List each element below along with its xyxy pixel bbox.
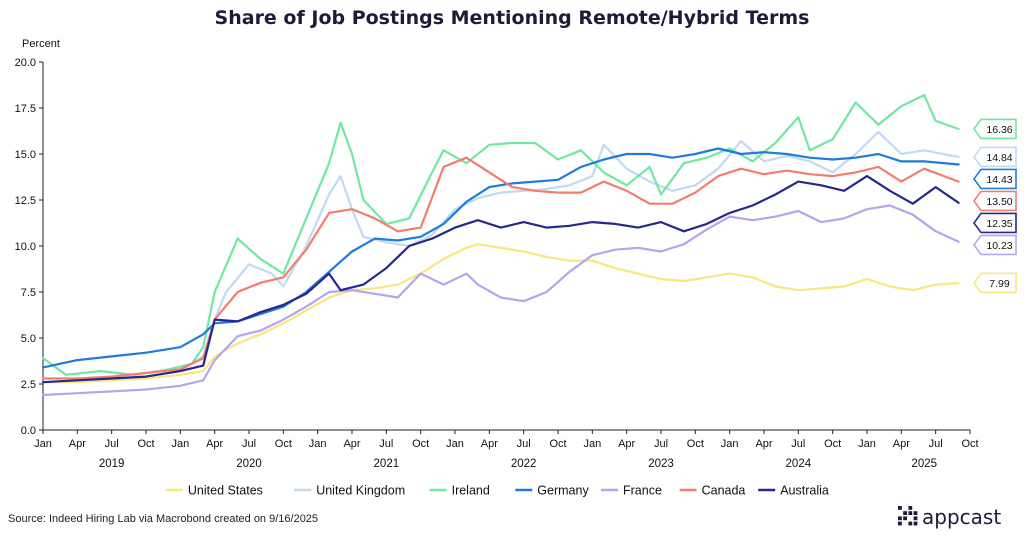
end-label-germany: 14.43 <box>973 168 1017 190</box>
x-axis: Jan Apr Jul Oct Jan Apr Jul Oct Jan Apr Jul Oct Jan A… <box>34 429 979 470</box>
end-value-labels: 16.36 14.84 14.43 13.50 12.35 10.23 7.99 <box>973 118 1017 294</box>
x-tick-label: Jan <box>309 438 327 450</box>
y-axis: 0.0 2.5 5.0 7.5 10.0 12.5 15.0 17.5 20.0 <box>15 57 44 437</box>
end-label-ireland: 16.36 <box>973 118 1017 140</box>
x-tick-label: Oct <box>275 438 292 450</box>
end-label-box <box>973 212 1017 234</box>
y-tick-label: 2.5 <box>21 379 36 391</box>
appcast-logo-text: appcast <box>922 505 1001 529</box>
legend-label: Germany <box>537 484 589 498</box>
appcast-logo: appcast <box>898 505 1001 529</box>
y-tick-label: 20.0 <box>15 57 36 69</box>
end-label-box <box>973 190 1017 212</box>
legend-item-ireland: Ireland <box>429 484 490 498</box>
x-year-label: 2020 <box>236 458 262 470</box>
x-year-label: 2021 <box>374 458 400 470</box>
x-tick-label: Jul <box>654 438 668 450</box>
end-label-value: 13.50 <box>986 196 1012 208</box>
x-tick-label: Jan <box>34 438 52 450</box>
x-tick-label: Jan <box>858 438 876 450</box>
x-tick-label: Oct <box>412 438 429 450</box>
x-tick-label: Jan <box>583 438 601 450</box>
legend-item-united-states: United States <box>165 484 263 498</box>
series-line-germany <box>41 147 960 369</box>
chart-title: Share of Job Postings Mentioning Remote/… <box>215 7 810 29</box>
series-line-france <box>41 204 960 397</box>
x-tick-label: Jan <box>446 438 464 450</box>
legend-item-australia: Australia <box>758 484 829 498</box>
legend-label: Ireland <box>452 484 490 498</box>
series-line-united-states <box>41 243 960 384</box>
x-tick-label: Jul <box>929 438 943 450</box>
x-tick-label: Jul <box>242 438 256 450</box>
end-label-france: 10.23 <box>973 234 1017 256</box>
x-tick-label: Jul <box>379 438 393 450</box>
y-tick-label: 17.5 <box>15 103 36 115</box>
legend-item-united-kingdom: United Kingdom <box>294 484 405 498</box>
x-tick-label: Apr <box>69 438 86 450</box>
legend-label: France <box>623 484 662 498</box>
y-tick-label: 12.5 <box>15 195 36 207</box>
end-label-united-kingdom: 14.84 <box>973 146 1017 168</box>
x-tick-label: Jan <box>171 438 189 450</box>
end-label-value: 14.43 <box>986 174 1012 186</box>
x-tick-label: Oct <box>824 438 841 450</box>
end-label-australia: 12.35 <box>973 212 1017 234</box>
end-label-value: 10.23 <box>986 240 1012 252</box>
x-tick-label: Apr <box>206 438 223 450</box>
x-tick-label: Oct <box>687 438 704 450</box>
x-year-label: 2019 <box>99 458 125 470</box>
end-label-canada: 13.50 <box>973 190 1017 212</box>
x-tick-label: Apr <box>481 438 498 450</box>
end-label-united-states: 7.99 <box>973 272 1017 294</box>
series-line-united-kingdom <box>41 130 960 384</box>
source-note: Source: Indeed Hiring Lab via Macrobond … <box>8 513 318 525</box>
legend-item-germany: Germany <box>515 484 589 498</box>
end-label-value: 14.84 <box>986 152 1012 164</box>
legend-item-france: France <box>601 484 662 498</box>
x-tick-label: Jan <box>721 438 739 450</box>
end-label-box <box>973 146 1017 168</box>
legend-label: United Kingdom <box>316 484 405 498</box>
y-tick-label: 15.0 <box>15 149 36 161</box>
legend-label: Australia <box>780 484 829 498</box>
y-tick-label: 5.0 <box>21 333 36 345</box>
series-line-canada <box>41 156 960 380</box>
x-year-label: 2025 <box>911 458 937 470</box>
legend-item-canada: Canada <box>679 484 746 498</box>
end-label-box <box>973 272 1017 294</box>
appcast-logo-mark-icon <box>898 506 918 526</box>
x-year-label: 2023 <box>648 458 674 470</box>
y-tick-label: 10.0 <box>15 241 36 253</box>
legend-label: Canada <box>702 484 746 498</box>
series-line-ireland <box>41 94 960 376</box>
end-label-value: 7.99 <box>989 278 1010 290</box>
x-year-label: 2024 <box>786 458 812 470</box>
x-tick-label: Apr <box>755 438 772 450</box>
x-tick-label: Jul <box>105 438 119 450</box>
end-label-box <box>973 118 1017 140</box>
end-label-box <box>973 234 1017 256</box>
end-label-value: 12.35 <box>986 218 1012 230</box>
y-axis-label: Percent <box>22 38 60 50</box>
y-tick-label: 0.0 <box>21 425 36 437</box>
x-tick-label: Jul <box>517 438 531 450</box>
x-year-label: 2022 <box>511 458 537 470</box>
plot-area <box>41 94 960 397</box>
x-tick-label: Oct <box>137 438 154 450</box>
end-label-value: 16.36 <box>986 124 1012 136</box>
x-tick-label: Oct <box>961 438 978 450</box>
x-tick-label: Oct <box>549 438 566 450</box>
legend: United States United Kingdom Ireland German… <box>165 484 829 498</box>
x-tick-label: Apr <box>893 438 910 450</box>
end-label-box <box>973 168 1017 190</box>
legend-label: United States <box>188 484 263 498</box>
x-tick-label: Jul <box>791 438 805 450</box>
series-line-australia <box>41 175 960 384</box>
x-tick-label: Apr <box>618 438 635 450</box>
y-tick-label: 7.5 <box>21 287 36 299</box>
x-tick-label: Apr <box>343 438 360 450</box>
